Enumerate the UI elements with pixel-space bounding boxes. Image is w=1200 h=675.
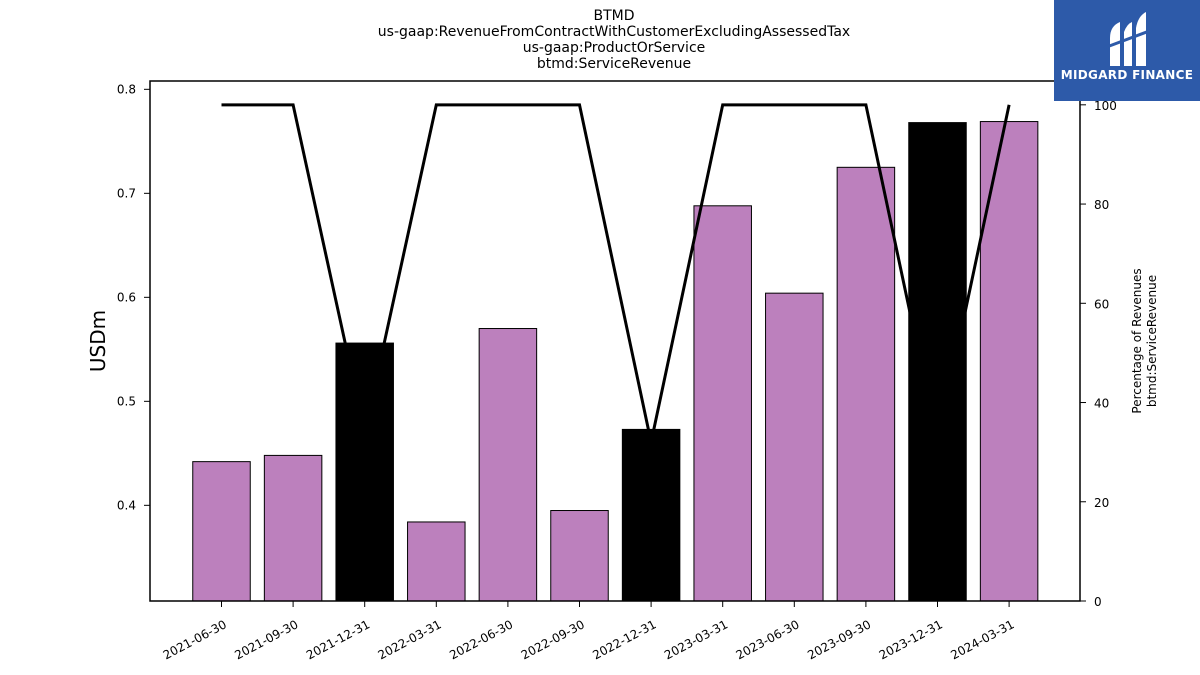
title-line-member: btmd:ServiceRevenue: [537, 56, 691, 72]
title-line-concept: us-gaap:RevenueFromContractWithCustomerE…: [378, 24, 850, 40]
x-tick-label: 2021-06-30: [161, 617, 229, 662]
x-tick-label: 2024-03-31: [948, 617, 1016, 662]
bar: [550, 510, 609, 602]
y2-tick-label: 0: [1094, 595, 1102, 609]
bar: [908, 122, 967, 602]
y-tick-label: 0.6: [117, 290, 136, 304]
x-tick-label: 2022-06-30: [447, 617, 515, 662]
title-line-axis: us-gaap:ProductOrService: [523, 40, 706, 56]
x-tick-label: 2023-03-31: [662, 617, 730, 662]
bar: [407, 521, 466, 602]
x-tick-label: 2021-09-30: [232, 617, 300, 662]
brand-logo: MIDGARD FINANCE: [1054, 0, 1200, 101]
x-tick-label: 2022-09-30: [519, 617, 587, 662]
x-tick-label: 2023-09-30: [805, 617, 873, 662]
y-tick-label: 0.5: [117, 394, 136, 408]
bar: [765, 292, 824, 602]
y-axis-label: USDm: [86, 310, 110, 372]
y-tick-label: 0.4: [117, 498, 136, 512]
y-tick-label: 0.7: [117, 186, 136, 200]
y-axis-right: 0 20 40 60 80 100: [1080, 99, 1117, 609]
y2-tick-label: 100: [1094, 99, 1117, 113]
plot-frame: [149, 80, 1081, 602]
logo-text: MIDGARD FINANCE: [1060, 68, 1194, 82]
x-axis: 2021-06-30 2021-09-30 2021-12-31 2022-03-31…: [161, 601, 1017, 662]
x-tick-label: 2022-03-31: [376, 617, 444, 662]
x-tick-label: 2021-12-31: [304, 617, 372, 662]
percentage-line: [221, 103, 1011, 443]
y2-axis-label-line1: Percentage of Revenues: [1130, 268, 1144, 413]
x-tick-label: 2023-12-31: [877, 617, 945, 662]
y2-tick-label: 60: [1094, 297, 1109, 311]
midgard-logo-icon: [1103, 12, 1153, 66]
title-line-ticker: BTMD: [593, 8, 634, 24]
y2-tick-label: 80: [1094, 198, 1109, 212]
x-tick-label: 2023-06-30: [734, 617, 802, 662]
y-tick-label: 0.8: [117, 82, 136, 96]
bar: [192, 461, 251, 602]
y2-tick-label: 20: [1094, 496, 1109, 510]
bar: [263, 454, 323, 602]
y2-axis-label-line2: btmd:ServiceRevenue: [1145, 275, 1159, 407]
bar: [478, 328, 538, 602]
bar: [693, 205, 752, 602]
bar: [836, 166, 896, 602]
bar: [335, 342, 394, 602]
line-group: [221, 103, 1011, 443]
x-tick-label: 2022-12-31: [590, 617, 658, 662]
y2-tick-label: 40: [1094, 397, 1109, 411]
y-axis-left: 0.4 0.5 0.6 0.7 0.8: [117, 82, 150, 512]
chart-title: BTMD us-gaap:RevenueFromContractWithCust…: [378, 8, 850, 72]
bars-group: [192, 121, 1039, 602]
bar: [621, 428, 681, 602]
